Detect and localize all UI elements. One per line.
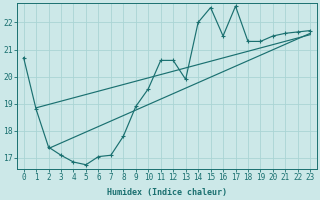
X-axis label: Humidex (Indice chaleur): Humidex (Indice chaleur) xyxy=(107,188,227,197)
